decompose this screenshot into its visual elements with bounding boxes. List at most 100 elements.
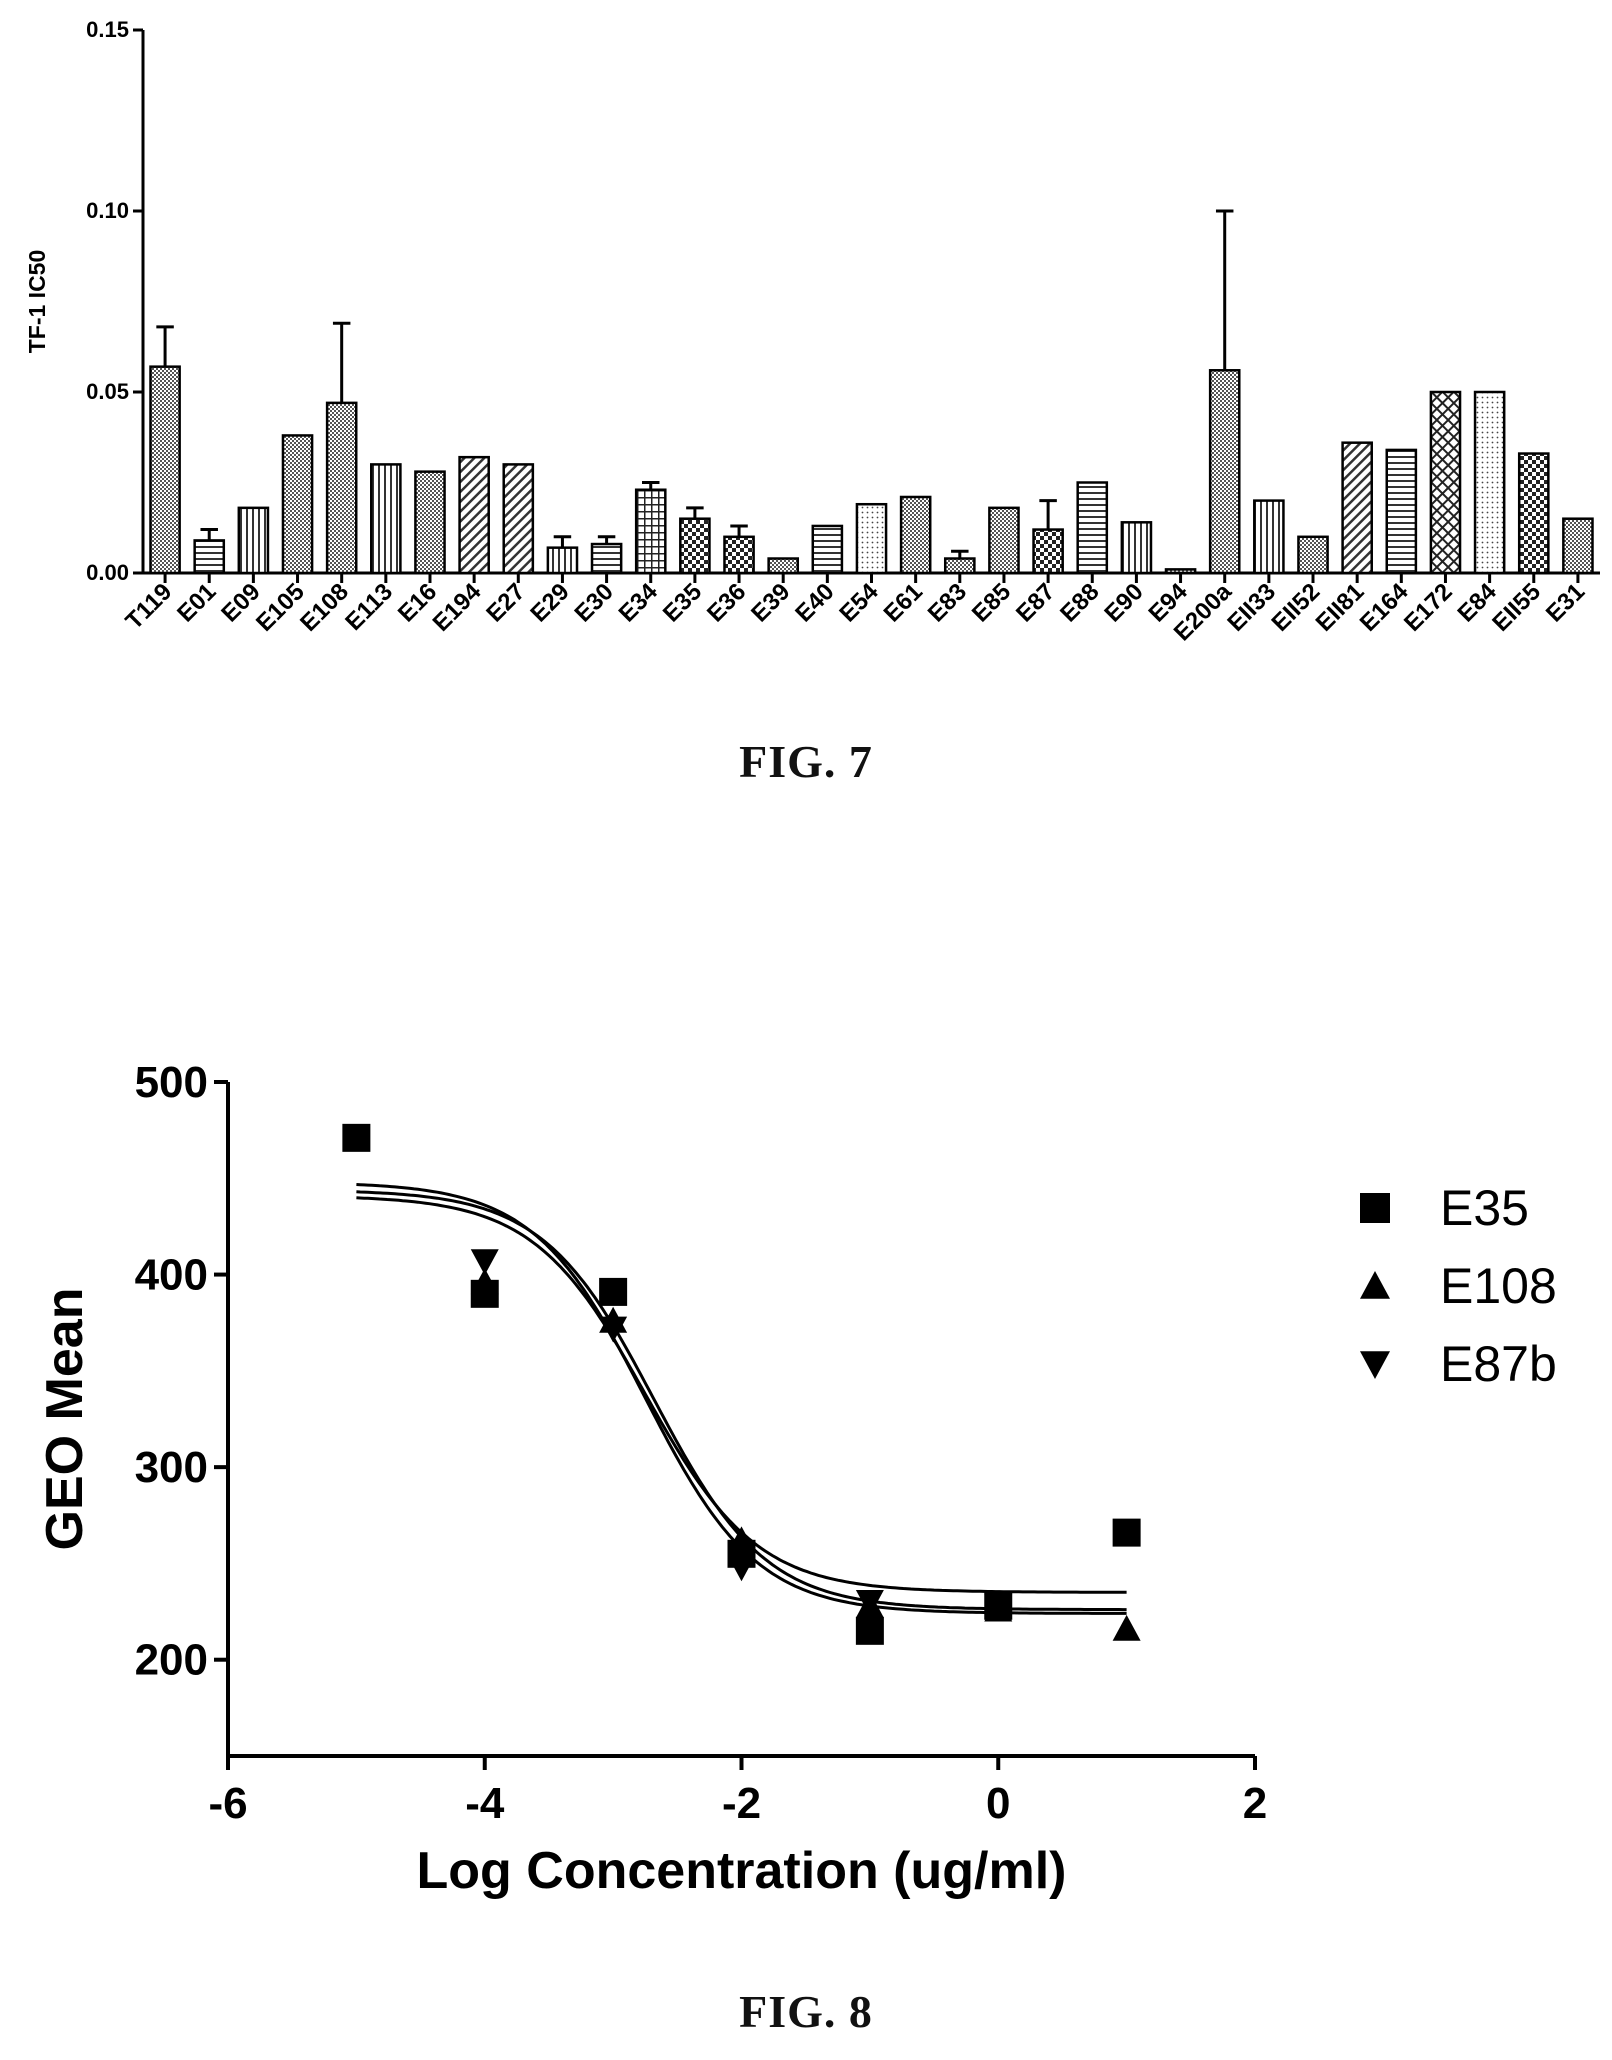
bar	[1164, 568, 1197, 575]
data-point	[1112, 1518, 1141, 1547]
bar	[1076, 481, 1109, 575]
data-point	[599, 1277, 628, 1306]
bar	[1297, 535, 1329, 575]
x-tick-label: E31	[1541, 578, 1590, 627]
x-tick-label: E164	[1355, 578, 1414, 637]
bar	[811, 524, 844, 575]
x-tick-label: EII52	[1267, 578, 1326, 637]
x-tick-label: E01	[172, 578, 221, 627]
bar	[899, 495, 932, 575]
data-point	[599, 1316, 628, 1343]
x-tick-label: E54	[834, 578, 884, 628]
data-point	[470, 1268, 499, 1295]
bar	[1253, 499, 1285, 575]
bar	[281, 434, 314, 575]
legend-marker	[1360, 1193, 1390, 1223]
bar	[988, 506, 1020, 575]
x-axis-title: Log Concentration (ug/ml)	[417, 1842, 1067, 1900]
bar	[1385, 448, 1418, 575]
x-tick-label: E90	[1099, 578, 1148, 627]
bar	[502, 463, 535, 575]
figure-8-caption: FIG. 8	[739, 1986, 873, 2037]
bar	[414, 470, 446, 575]
y-tick-label: 0.00	[86, 560, 129, 585]
bar	[943, 557, 976, 575]
x-tick-label: E108	[295, 578, 354, 637]
data-point	[1112, 1614, 1141, 1641]
y-axis-title: GEO Mean	[36, 1288, 94, 1551]
x-tick-label: E88	[1055, 578, 1104, 627]
y-axis-title: TF-1 IC50	[24, 250, 50, 354]
legend-label: E108	[1440, 1258, 1557, 1314]
y-tick-label: 0.10	[86, 198, 129, 223]
x-tick-label: EII33	[1222, 578, 1281, 637]
bar	[546, 546, 579, 575]
x-tick-label: E35	[658, 578, 707, 627]
x-tick-label: E85	[967, 578, 1016, 627]
x-tick-label: E87	[1011, 578, 1060, 627]
bar	[325, 401, 358, 575]
data-point	[984, 1593, 1013, 1620]
data-point	[855, 1616, 884, 1645]
x-tick-label: E30	[570, 578, 619, 627]
x-tick-label: -2	[722, 1779, 761, 1828]
data-point	[470, 1249, 499, 1276]
x-tick-label: E83	[923, 578, 972, 627]
x-tick-label: 0	[986, 1779, 1010, 1828]
y-tick-label: 200	[135, 1636, 208, 1685]
legend-marker	[1360, 1351, 1390, 1379]
x-tick-label: E172	[1399, 578, 1458, 637]
x-tick-label: E34	[614, 578, 664, 628]
bar	[1429, 390, 1462, 575]
bar	[237, 506, 270, 575]
bar	[723, 535, 755, 575]
bar	[590, 542, 623, 575]
bar	[370, 463, 402, 575]
x-tick-label: T119	[120, 578, 177, 635]
bar	[855, 502, 888, 575]
x-tick-label: EII55	[1487, 578, 1546, 637]
x-tick-label: -4	[465, 1779, 505, 1828]
bar	[1517, 452, 1550, 575]
x-tick-label: -6	[208, 1779, 247, 1828]
bar	[767, 557, 800, 575]
y-tick-label: 0.15	[86, 17, 129, 42]
x-tick-label: EII81	[1311, 578, 1370, 637]
y-tick-label: 0.05	[86, 379, 129, 404]
data-point	[727, 1526, 756, 1553]
x-tick-label: E113	[340, 578, 398, 636]
bar	[149, 365, 181, 575]
bar	[1473, 390, 1506, 575]
figure-7-caption: FIG. 7	[739, 736, 873, 787]
x-tick-label: E40	[790, 578, 839, 627]
bar	[1120, 521, 1153, 575]
y-tick-label: 300	[135, 1443, 208, 1492]
geo-mean-dose-response-chart: 200 300 400 500 -6 -4 -2 0 2 GEO Mean Log Concentr…	[36, 1058, 1557, 1900]
bar	[1341, 441, 1373, 575]
x-tick-label: E39	[746, 578, 795, 627]
bar	[679, 517, 711, 575]
x-tick-label: E61	[879, 578, 928, 627]
bar	[458, 455, 490, 575]
x-tick-label: E36	[702, 578, 751, 627]
data-point	[855, 1590, 884, 1616]
y-tick-label: 400	[135, 1251, 208, 1300]
x-tick-label: E105	[251, 578, 310, 637]
x-tick-label: E194	[428, 578, 487, 637]
legend-marker	[1360, 1271, 1390, 1299]
x-tick-label: E27	[481, 578, 530, 627]
x-tick-label: 2	[1243, 1779, 1267, 1828]
data-point	[727, 1555, 756, 1582]
bar	[634, 488, 667, 575]
x-tick-label: E29	[525, 578, 574, 627]
bar	[193, 539, 226, 575]
data-point	[342, 1123, 371, 1152]
bar	[1208, 369, 1241, 575]
legend-label: E87b	[1440, 1336, 1557, 1392]
bar	[1562, 517, 1594, 575]
legend-label: E35	[1440, 1180, 1529, 1236]
y-tick-label: 500	[135, 1058, 208, 1107]
bar	[1032, 528, 1064, 575]
